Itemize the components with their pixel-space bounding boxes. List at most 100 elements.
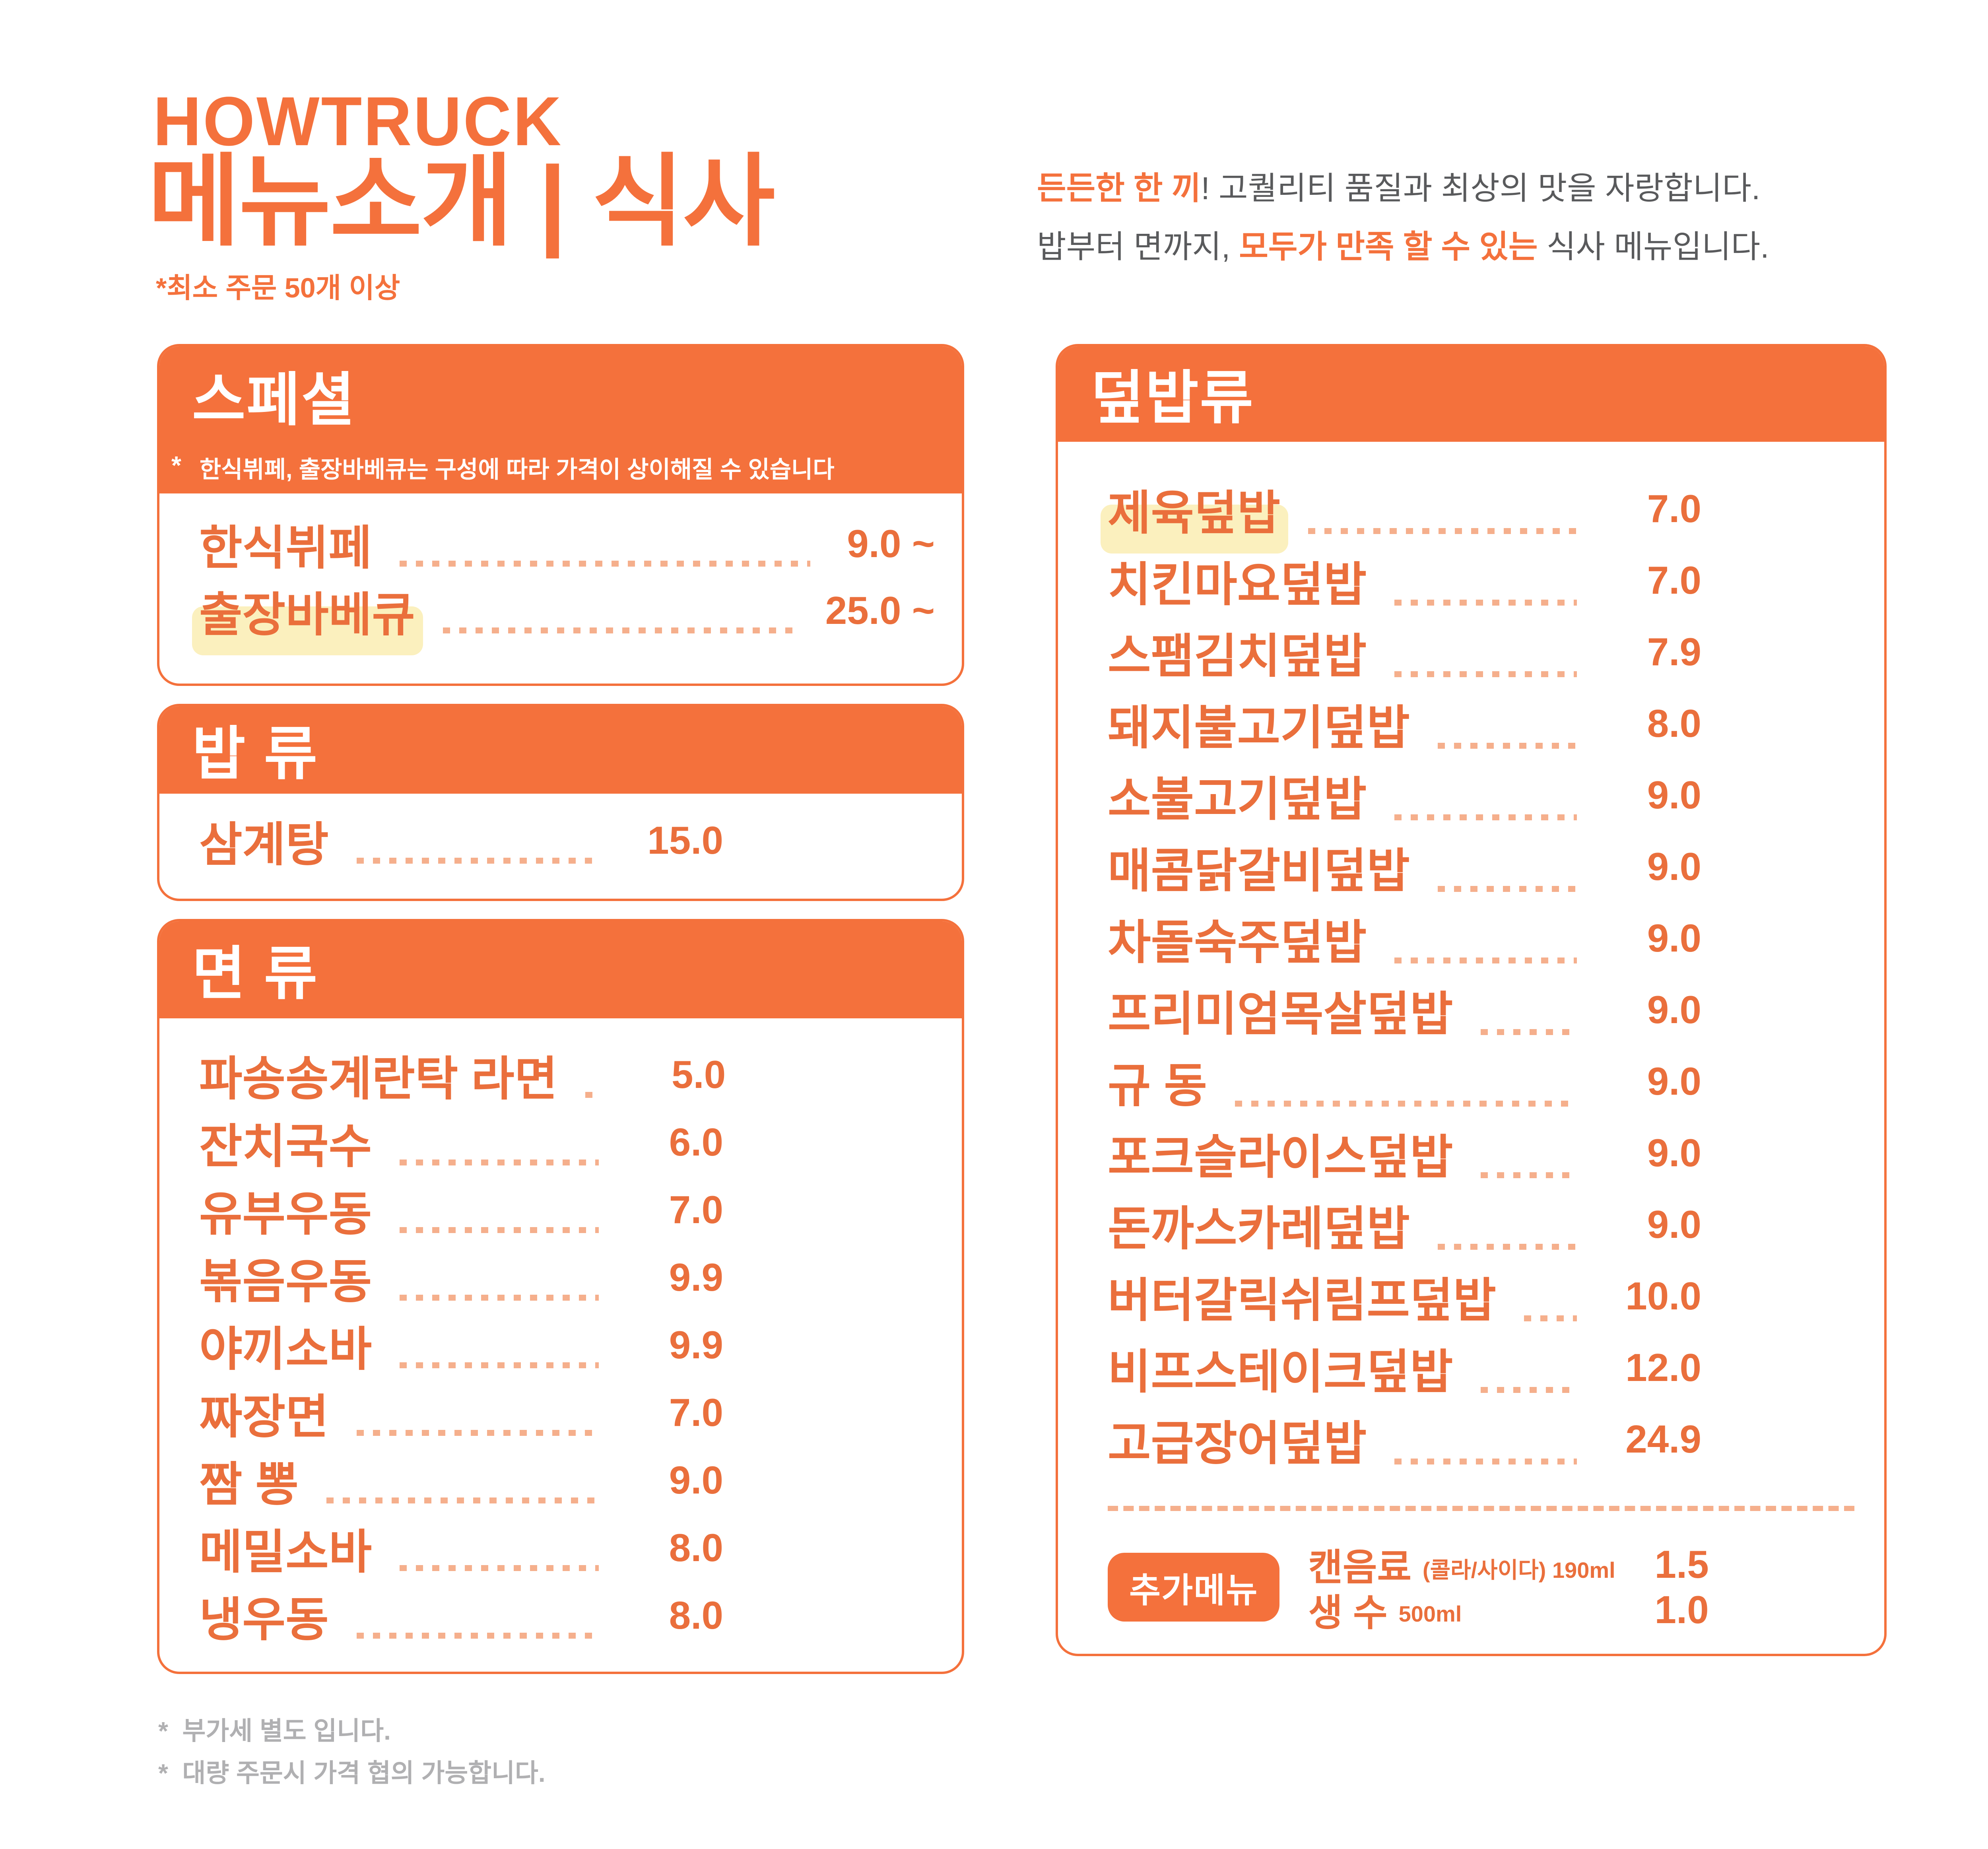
dot-leader [1394,671,1577,677]
menu-item-suffix: 500ml [1398,1601,1462,1626]
dot-leader [1394,600,1577,606]
card-special-header: 스페셜 * 한식뷔페, 출장바베큐는 구성에 따라 가격이 상이해질 수 있습니다 [159,346,962,493]
menu-item-suffix: (콜라/사이다) 190ml [1422,1557,1615,1583]
card-noodle-items: 파송송계란탁 라면 5.0 잔치국수 6.0 유부우동 7.0 볶음우동 9.9 야끼소바 9.9… [159,1018,962,1649]
menu-item-price: 10.0 [1625,1274,1701,1318]
dot-leader [443,627,794,633]
menu-item-name: 치킨마요덮밥 [1108,558,1367,611]
dot-leader [1437,743,1577,749]
menu-item-name: 버터갈릭쉬림프덮밥 [1108,1274,1497,1327]
menu-item-name: 한식뷔페 [199,522,372,575]
menu-item-price: 9.0 [1647,1202,1701,1246]
card-rice: 밥 류 삼계탕 15.0 [157,704,964,901]
menu-item-price: 7.0 [669,1187,723,1231]
dot-leader [1481,1029,1577,1035]
menu-item-price: 9.0 [1647,844,1701,888]
footer-note: * 대량 주문시 가격 협의 가능합니다. [158,1759,546,1787]
menu-item-price: 7.9 [1647,629,1701,674]
dot-leader [1437,1244,1577,1250]
menu-item-name: 비프스테이크덮밥 [1108,1346,1453,1398]
menu-item-row: 생 수 500ml 1.0 [1308,1587,1709,1634]
menu-item-row: 야끼소바 9.9 [199,1311,723,1379]
menu-item-price: 8.0 [669,1593,723,1637]
menu-item-price: 9.9 [669,1323,723,1367]
menu-item-price: 15.0 [647,818,723,862]
menu-item-row: 냉우동 8.0 [199,1581,723,1649]
menu-item-row: 잔치국수 6.0 [199,1108,723,1176]
menu-item-row: 메밀소바 8.0 [199,1514,723,1581]
menu-item-price: 8.0 [669,1525,723,1569]
menu-item-price: 1.0 [1654,1587,1709,1631]
description-line: 든든한 한 끼! 고퀄리티 품질과 최상의 맛을 자랑합니다. [1037,159,1769,218]
card-noodle: 면 류 파송송계란탁 라면 5.0 잔치국수 6.0 유부우동 7.0 볶음우동 9.9 야끼소… [157,919,964,1674]
menu-item-row: 차돌숙주덮밥 9.0 [1108,902,1701,974]
menu-item-row: 출장바베큐 25.0 ~ [192,577,935,655]
menu-item-price: 5.0 [672,1052,726,1096]
menu-item-name: 프리미엄목살덮밥 [1108,988,1453,1041]
menu-item-row: 제육덮밥 7.0 [1100,473,1701,554]
footer-notes: * 부가세 별도 입니다. * 대량 주문시 가격 협의 가능합니다. [158,1710,546,1794]
dot-leader [1308,528,1577,534]
description-text: 식사 메뉴입니다. [1538,229,1769,264]
menu-item-name: 짜장면 [199,1391,329,1443]
card-bowl-header: 덮밥류 [1058,346,1884,442]
dot-leader [1524,1315,1577,1321]
menu-item-row: 볶음우동 9.9 [199,1243,723,1311]
menu-item-name: 파송송계란탁 라면 [199,1053,558,1105]
menu-item-row: 매콤닭갈비덮밥 9.0 [1108,831,1701,902]
dot-leader [585,1092,602,1098]
dot-leader [400,1362,599,1368]
menu-item-name: 매콤닭갈비덮밥 [1108,845,1410,897]
dot-leader [1481,1172,1577,1178]
menu-item-name: 생 수 [1308,1592,1388,1633]
dot-leader [356,1633,599,1639]
description-text: 밥부터 면까지, [1037,229,1239,264]
menu-item-price: 9.0 [669,1458,723,1502]
menu-item-price: 8.0 [1647,701,1701,745]
dashed-divider [1108,1506,1854,1511]
menu-item-name: 스팸김치덮밥 [1108,630,1367,683]
menu-item-name: 냉우동 [199,1593,329,1646]
menu-item-price: 12.0 [1625,1345,1701,1389]
menu-item-price: 25.0 ~ [825,588,935,632]
dot-leader [400,1227,599,1233]
card-noodle-header: 면 류 [159,921,962,1018]
card-noodle-title: 면 류 [192,941,319,1006]
menu-item-price: 24.9 [1625,1417,1701,1461]
dot-leader [1235,1101,1577,1107]
menu-item-row: 삼계탕 15.0 [199,806,723,874]
menu-item-name: 돼지불고기덮밥 [1108,701,1410,754]
card-special-items: 한식뷔페 9.0 ~ 출장바베큐 25.0 ~ [159,493,962,655]
menu-item-name: 차돌숙주덮밥 [1108,916,1367,969]
menu-item-row: 스팸김치덮밥 7.9 [1108,616,1701,688]
menu-item-name: 소불고기덮밥 [1108,773,1367,826]
footer-note: * 부가세 별도 입니다. [158,1717,391,1745]
menu-item-price: 9.0 [1647,916,1701,960]
card-rice-header: 밥 류 [159,706,962,794]
menu-item-name: 포크슬라이스덮밥 [1108,1131,1453,1184]
menu-item-row: 한식뷔페 9.0 ~ [199,510,935,577]
card-bowl-body: 제육덮밥 7.0 치킨마요덮밥 7.0 스팸김치덮밥 7.9 돼지불고기덮밥 8.0 소불고기덮… [1058,442,1884,1634]
menu-item-name: 유부우동 [199,1188,372,1241]
card-special-title: 스페셜 [192,367,356,432]
menu-item-price: 7.0 [1647,486,1701,530]
extra-menu-items: 캔음료 (콜라/사이다) 190ml 1.5 생 수 500ml 1.0 [1308,1542,1709,1634]
intro-description: 든든한 한 끼! 고퀄리티 품질과 최상의 맛을 자랑합니다. 밥부터 면까지, … [1037,159,1769,276]
menu-item-name: 잔치국수 [199,1120,372,1173]
menu-item-name: 야끼소바 [199,1323,372,1376]
card-bowl-items: 제육덮밥 7.0 치킨마요덮밥 7.0 스팸김치덮밥 7.9 돼지불고기덮밥 8.0 소불고기덮… [1100,473,1701,1475]
extra-menu-badge: 추가메뉴 [1108,1552,1280,1622]
description-accent-text: 모두가 만족 할 수 있는 [1239,229,1538,264]
menu-item-price: 6.0 [669,1120,723,1164]
menu-item-row: 프리미엄목살덮밥 9.0 [1108,974,1701,1045]
menu-item-row: 돈까스카레덮밥 9.0 [1108,1189,1701,1260]
card-special: 스페셜 * 한식뷔페, 출장바베큐는 구성에 따라 가격이 상이해질 수 있습니다… [157,344,964,686]
menu-item-row: 유부우동 7.0 [199,1176,723,1243]
menu-item-price: 9.0 [1647,1059,1701,1103]
menu-item-price: 9.0 ~ [847,521,935,565]
menu-item-price: 9.0 [1647,1130,1701,1175]
description-text: ! 고퀄리티 품질과 최상의 맛을 자랑합니다. [1201,171,1761,206]
menu-item-price: 9.0 [1647,773,1701,817]
dot-leader [1394,1459,1577,1464]
menu-item-row: 버터갈릭쉬림프덮밥 10.0 [1108,1260,1701,1332]
